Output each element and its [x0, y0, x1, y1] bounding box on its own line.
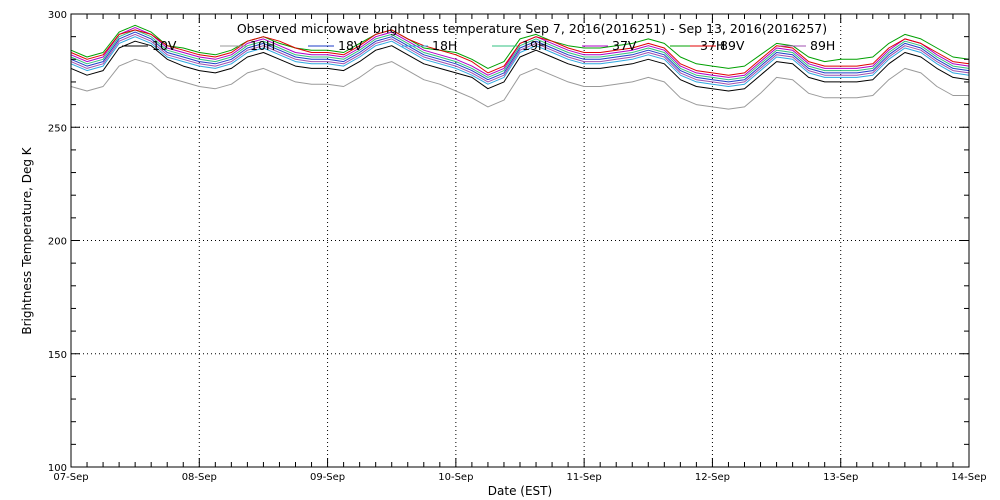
x-tick-label: 12-Sep	[695, 472, 730, 483]
series-line-10h	[70, 58, 969, 110]
x-tick-label: 10-Sep	[438, 472, 473, 483]
x-tick-label: 08-Sep	[182, 472, 217, 483]
legend-label-89v: 89V	[720, 38, 745, 53]
series-line-89v	[70, 29, 970, 76]
x-tick-label: 07-Sep	[53, 472, 88, 483]
y-tick-label: 200	[48, 237, 67, 248]
series-line-10v	[70, 40, 970, 92]
x-tick-label: 14-Sep	[951, 472, 986, 483]
axis-tick-labels: 100 150 200 250 300 07-Sep 08-Sep 09-Sep 10-Sep 1…	[48, 10, 987, 483]
series-line-89h	[70, 33, 970, 85]
y-tick-label: 150	[48, 350, 67, 361]
grid-lines	[71, 14, 969, 467]
chart-title: Observed microwave brightness temperatur…	[237, 21, 827, 36]
series-line-18h	[70, 36, 970, 87]
legend-label-89h: 89H	[810, 38, 835, 53]
legend-label-10v: 10V	[152, 38, 177, 53]
x-tick-label: 09-Sep	[310, 472, 345, 483]
axis-ticks	[70, 13, 970, 468]
y-tick-label: 300	[48, 10, 67, 21]
x-tick-label: 13-Sep	[823, 472, 858, 483]
y-tick-label: 100	[48, 463, 67, 474]
series-line-37h	[70, 24, 970, 69]
y-axis-label: Brightness Temperature, Deg K	[20, 146, 34, 334]
legend-label-10h: 10H	[250, 38, 275, 53]
y-tick-label: 250	[48, 123, 67, 134]
series-line-18v	[70, 31, 970, 83]
legend-label-18h: 18H	[432, 38, 457, 53]
legend-label-19h: 19H	[522, 38, 547, 53]
x-axis-label: Date (EST)	[488, 484, 552, 498]
legend-label-18v: 18V	[338, 38, 363, 53]
series-line-19h	[70, 29, 970, 81]
data-series	[70, 24, 970, 110]
x-tick-label: 11-Sep	[567, 472, 602, 483]
legend-label-37v: 37V	[612, 38, 637, 53]
